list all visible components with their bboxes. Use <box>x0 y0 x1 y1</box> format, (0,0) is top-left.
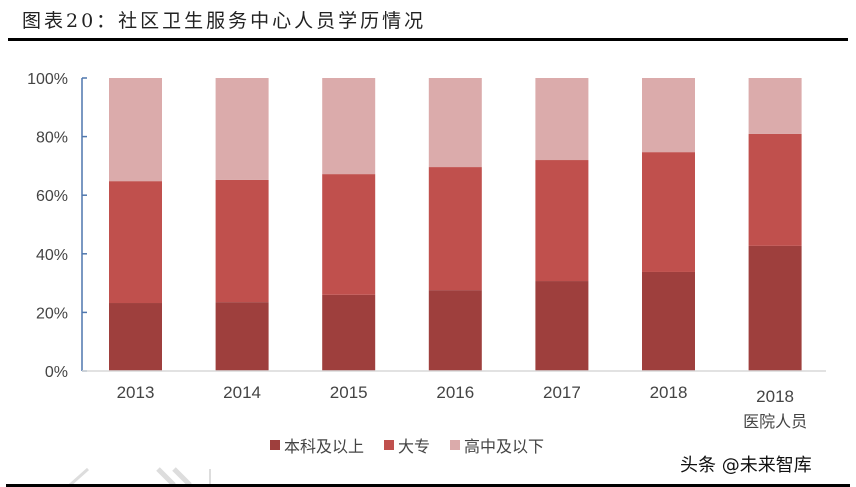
bar-segment <box>748 245 802 371</box>
x-tick-label: 2016 <box>436 383 474 402</box>
y-tick-label: 100% <box>27 71 68 88</box>
legend-swatch-bachelor <box>270 440 280 450</box>
stacked-bar-chart: 0%20%40%60%80%100% 2013 2014 2015 2016 2017 2… <box>27 71 826 430</box>
legend-label-college: 大专 <box>398 437 431 456</box>
legend-item-college: 大专 <box>384 433 430 457</box>
legend-label-bachelor: 本科及以上 <box>284 437 365 456</box>
x-tick-label: 2014 <box>223 383 261 402</box>
legend-swatch-college <box>384 440 395 450</box>
bar-segment <box>109 181 162 304</box>
legend-item-highschool: 高中及以下 <box>450 433 544 457</box>
x-tick-sublabel: 医院人员 <box>743 412 807 430</box>
bar-segment <box>215 302 269 371</box>
chart-title-bar: 图表20：社区卫生服务中心人员学历情况 <box>10 0 848 38</box>
bar-segment <box>215 78 269 180</box>
legend-swatch-highschool <box>450 440 461 450</box>
x-tick-label: 2018 <box>756 387 794 406</box>
bar-segment <box>535 281 589 371</box>
bar-segment <box>535 78 589 161</box>
y-tick-label: 60% <box>36 188 68 205</box>
y-tick-label: 20% <box>36 305 68 322</box>
bar-segment <box>642 152 695 272</box>
x-tick-label: 2018 <box>650 383 688 402</box>
bar-segment <box>322 294 376 371</box>
x-axis: 2013 2014 2015 2016 2017 2018 2018 医院人员 <box>82 370 826 430</box>
bar-segment <box>109 303 162 371</box>
bar-segment <box>748 133 802 246</box>
x-tick-label: 2013 <box>117 383 155 402</box>
bar-segment <box>428 78 482 168</box>
y-tick-label: 0% <box>45 364 68 381</box>
title-divider <box>8 38 848 41</box>
y-tick-label: 40% <box>36 247 68 264</box>
y-tick-label: 80% <box>36 130 68 147</box>
bar-segment <box>322 78 376 175</box>
bar-segment <box>748 78 802 134</box>
bottom-divider <box>6 484 850 487</box>
legend: 本科及以上 大专 高中及以下 <box>270 433 544 457</box>
chart-title: 图表20：社区卫生服务中心人员学历情况 <box>22 10 427 32</box>
faint-watermark-logo <box>69 467 211 485</box>
x-tick-label: 2017 <box>543 383 581 402</box>
bar-segment <box>428 167 482 291</box>
bar-segment <box>642 271 695 371</box>
bar-segment <box>322 174 376 295</box>
bars-group <box>109 78 802 371</box>
legend-item-bachelor: 本科及以上 <box>270 433 364 457</box>
bar-segment <box>215 179 269 303</box>
x-tick-label: 2015 <box>330 383 368 402</box>
legend-label-highschool: 高中及以下 <box>464 437 545 456</box>
bar-segment <box>428 290 482 371</box>
source-watermark: 头条 @未来智库 <box>680 455 812 476</box>
bar-segment <box>535 160 589 282</box>
bar-segment <box>642 78 695 153</box>
bar-segment <box>109 78 162 182</box>
y-axis: 0% 20% 40% 60% 80% 100% <box>27 71 87 381</box>
